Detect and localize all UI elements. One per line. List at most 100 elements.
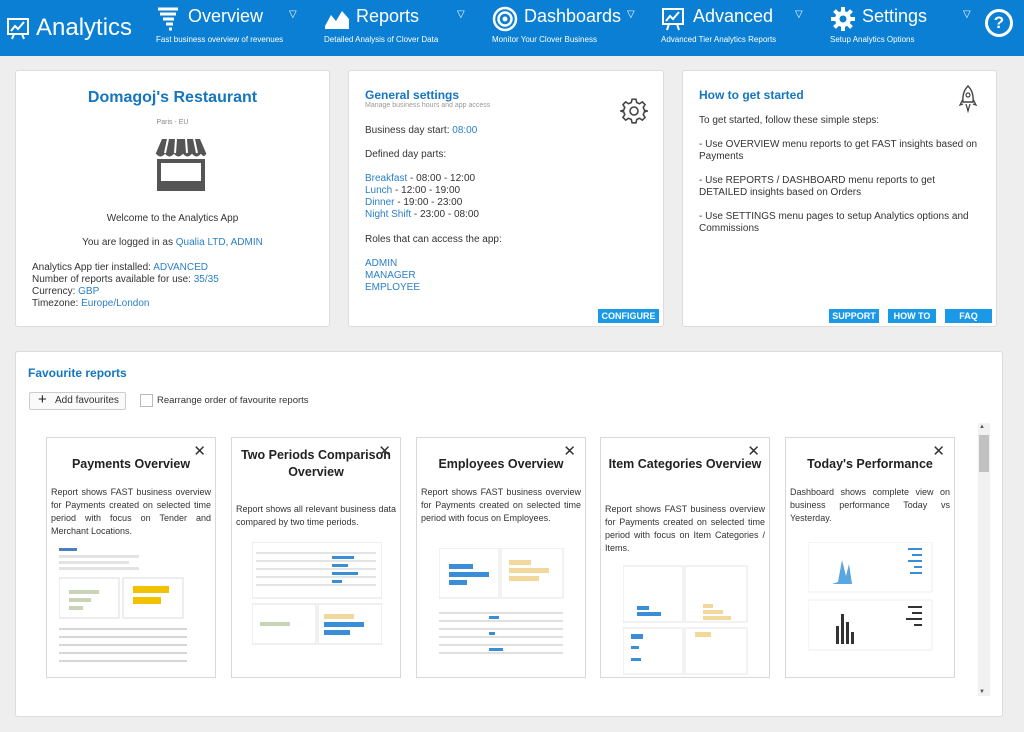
day-part-time: - 08:00 - 12:00 [407,173,476,184]
general-settings-title: General settings [365,88,460,102]
target-icon [492,6,518,32]
reports-label: Number of reports available for use: [32,274,194,285]
report-preview-thumbnail [808,542,934,652]
tier-value: ADVANCED [153,262,209,273]
chevron-down-icon[interactable]: ▽ [457,9,465,20]
logged-in-user[interactable]: Qualia LTD, ADMIN [175,237,263,248]
nav-settings-subtitle: Setup Analytics Options [830,35,915,44]
role-item: EMPLOYEE [365,282,421,293]
scroll-down-arrow[interactable]: ▼ [979,689,985,695]
report-card-payments-overview[interactable]: Payments Overview ✕ Report shows FAST bu… [46,437,216,678]
scrollbar-thumb[interactable] [979,435,989,472]
chevron-down-icon[interactable]: ▽ [627,9,635,20]
how-to-intro: To get started, follow these simple step… [699,115,880,126]
report-card-description: Report shows FAST business overview for … [421,487,581,523]
app-logo[interactable]: Analytics [6,12,132,44]
close-icon[interactable]: ✕ [932,443,945,460]
tornado-icon [158,7,178,31]
nav-settings[interactable]: Settings ▽ Setup Analytics Options [830,0,976,56]
report-card-two-periods-comparison[interactable]: Two Periods Comparison Overview ✕ Report… [231,437,401,678]
day-part-row: Lunch - 12:00 - 19:00 [365,185,479,197]
role-item: MANAGER [365,270,416,281]
chevron-down-icon[interactable]: ▽ [795,9,803,20]
top-navigation-bar: Analytics Overview ▽ Fast business overv… [0,0,1024,56]
day-part-time: - 23:00 - 08:00 [411,209,479,220]
timezone-value: Europe/London [81,298,150,309]
business-day-start: Business day start: 08:00 [365,125,477,136]
day-parts-label: Defined day parts: [365,149,447,160]
how-to-step: - Use SETTINGS menu pages to setup Analy… [699,211,969,234]
report-card-description: Report shows all relevant business data … [236,504,396,527]
reports-row: Number of reports available for use: 35/… [32,274,219,286]
favourite-reports-title: Favourite reports [28,366,127,380]
restaurant-name: Domagoj's Restaurant [87,89,258,106]
mountain-chart-icon [325,11,349,29]
help-icon[interactable]: ? [985,9,1013,37]
report-preview-thumbnail [252,542,382,662]
nav-dashboards-title: Dashboards [524,6,622,26]
account-info: Analytics App tier installed: ADVANCED N… [32,262,219,310]
report-preview-thumbnail [439,548,565,670]
scroll-up-arrow[interactable]: ▲ [979,424,985,430]
currency-label: Currency: [32,286,79,297]
nav-reports[interactable]: Reports ▽ Detailed Analysis of Clover Da… [324,0,472,56]
gear-icon[interactable] [620,97,648,125]
how-to-button[interactable]: HOW TO [888,309,936,323]
report-card-title: Two Periods Comparison Overview [241,448,391,479]
chevron-down-icon[interactable]: ▽ [963,9,971,20]
currency-value: GBP [78,286,100,297]
report-card-description: Dashboard shows complete view on busines… [790,487,950,523]
report-card-title: Payments Overview [71,456,191,471]
logged-in-label: You are logged in as [82,237,176,248]
report-preview-thumbnail [623,564,749,676]
nav-overview-title: Overview [188,6,264,26]
day-parts-list: Breakfast - 08:00 - 12:00 Lunch - 12:00 … [365,173,479,221]
scrollbar[interactable]: ▲ ▼ [978,423,990,696]
report-card-item-categories-overview[interactable]: Item Categories Overview ✕ Report shows … [600,437,770,678]
day-start-label: Business day start: [365,125,453,136]
day-part-row: Night Shift - 23:00 - 08:00 [365,209,479,221]
nav-reports-subtitle: Detailed Analysis of Clover Data [324,35,439,44]
close-icon[interactable]: ✕ [747,443,760,460]
faq-button[interactable]: FAQ [945,309,992,323]
nav-dashboards[interactable]: Dashboards ▽ Monitor Your Clover Busines… [492,0,640,56]
close-icon[interactable]: ✕ [193,443,206,460]
logged-in-line: You are logged in as Qualia LTD, ADMIN [16,237,329,248]
report-card-description: Report shows FAST business overview for … [51,487,211,536]
close-icon[interactable]: ✕ [563,443,576,460]
welcome-text: Welcome to the Analytics App [106,213,239,224]
general-settings-card: General settings Manage business hours a… [348,70,664,327]
nav-overview[interactable]: Overview ▽ Fast business overview of rev… [156,0,304,56]
day-part-time: - 12:00 - 19:00 [392,185,461,196]
shop-icon [155,138,207,191]
roles-label: Roles that can access the app: [365,234,502,245]
report-card-employees-overview[interactable]: Employees Overview ✕ Report shows FAST b… [416,437,586,678]
nav-reports-title: Reports [356,6,420,26]
how-to-step: - Use REPORTS / DASHBOARD menu reports t… [699,175,936,198]
role-item: ADMIN [365,258,398,269]
report-card-description: Report shows FAST business overview for … [605,504,765,553]
support-button[interactable]: SUPPORT [829,309,879,323]
nav-dashboards-subtitle: Monitor Your Clover Business [492,35,597,44]
day-part-name: Breakfast [365,173,408,184]
report-card-title: Item Categories Overview [608,456,762,471]
plus-icon: + [38,391,47,408]
nav-advanced[interactable]: Advanced ▽ Advanced Tier Analytics Repor… [661,0,811,56]
general-settings-subtitle: Manage business hours and app access [365,102,491,109]
brand-name: Analytics [36,14,133,41]
rearrange-checkbox[interactable] [140,394,153,407]
how-to-card: How to get started To get started, follo… [682,70,997,327]
currency-row: Currency: GBP [32,286,219,298]
report-card-todays-performance[interactable]: Today's Performance ✕ Dashboard shows co… [785,437,955,678]
rocket-icon [959,85,977,113]
configure-button[interactable]: CONFIGURE [598,309,659,323]
reports-value: 35/35 [193,274,219,285]
day-part-row: Breakfast - 08:00 - 12:00 [365,173,479,185]
roles-list: ADMIN MANAGER EMPLOYEE [365,258,420,294]
close-icon[interactable]: ✕ [378,443,391,460]
day-start-value: 08:00 [452,125,478,136]
day-part-name: Dinner [365,197,395,208]
add-favourites-button[interactable]: + Add favourites [29,392,126,410]
chevron-down-icon[interactable]: ▽ [289,9,297,20]
rearrange-label: Rearrange order of favourite reports [157,395,309,406]
